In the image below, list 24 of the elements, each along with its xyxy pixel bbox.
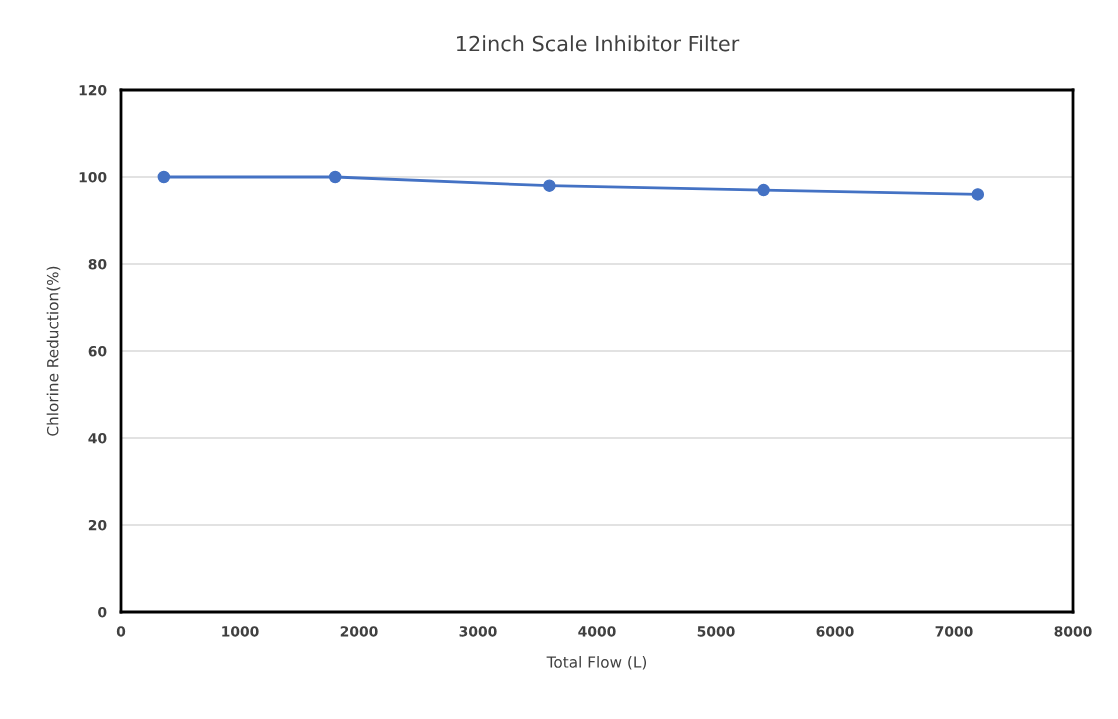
point <box>757 183 770 197</box>
y-tick-label: 40 <box>88 432 107 444</box>
y-tick-label: 0 <box>98 606 107 618</box>
y-tick-label: 20 <box>88 519 107 531</box>
point <box>328 170 342 184</box>
y-tick-label: 120 <box>79 84 107 96</box>
y-tick-label: 80 <box>88 258 107 270</box>
x-axis-title: Total Flow (L) <box>546 656 647 670</box>
y-axis-title: Chlorine Reduction(%) <box>46 266 61 436</box>
point <box>971 188 985 201</box>
x-tick-label: 7000 <box>935 626 973 637</box>
x-tick-label: 1000 <box>222 626 259 637</box>
point <box>543 179 556 192</box>
chart-title: 12inch Scale Inhibitor Filter <box>457 35 740 52</box>
point <box>157 170 171 184</box>
x-tick-label: 8000 <box>1054 626 1092 637</box>
x-tick-label: 6000 <box>816 626 854 637</box>
x-tick-label: 4000 <box>578 626 616 637</box>
x-tick-label: 3000 <box>459 626 497 637</box>
y-tick-label: 100 <box>79 171 107 183</box>
y-tick-label: 60 <box>88 345 107 357</box>
x-tick-label: 2000 <box>340 626 378 637</box>
x-tick-label: 0 <box>116 626 126 637</box>
x-tick-label: 5000 <box>697 626 735 637</box>
